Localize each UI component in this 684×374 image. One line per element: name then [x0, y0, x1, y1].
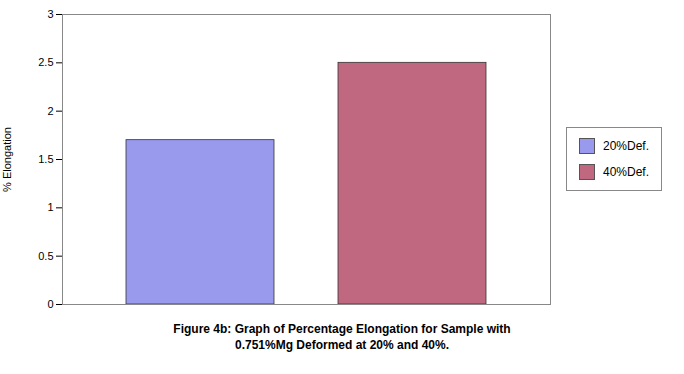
svg-text:3: 3 — [47, 8, 53, 20]
html-text:20%Def.: 20%Def. — [603, 139, 649, 153]
svg-text:% Elongation: % Elongation — [1, 127, 13, 192]
html-text:40%Def.: 40%Def. — [603, 165, 649, 179]
svg-text:2: 2 — [47, 105, 53, 117]
html-text:Figure 4b: Graph of Percentage: Figure 4b: Graph of Percentage Elongatio… — [173, 322, 511, 352]
svg-text:1.5: 1.5 — [38, 153, 53, 165]
svg-text:0.5: 0.5 — [38, 250, 53, 262]
svg-text:0: 0 — [47, 298, 53, 310]
svg-text:2.5: 2.5 — [38, 56, 53, 68]
svg-text:1: 1 — [47, 201, 53, 213]
